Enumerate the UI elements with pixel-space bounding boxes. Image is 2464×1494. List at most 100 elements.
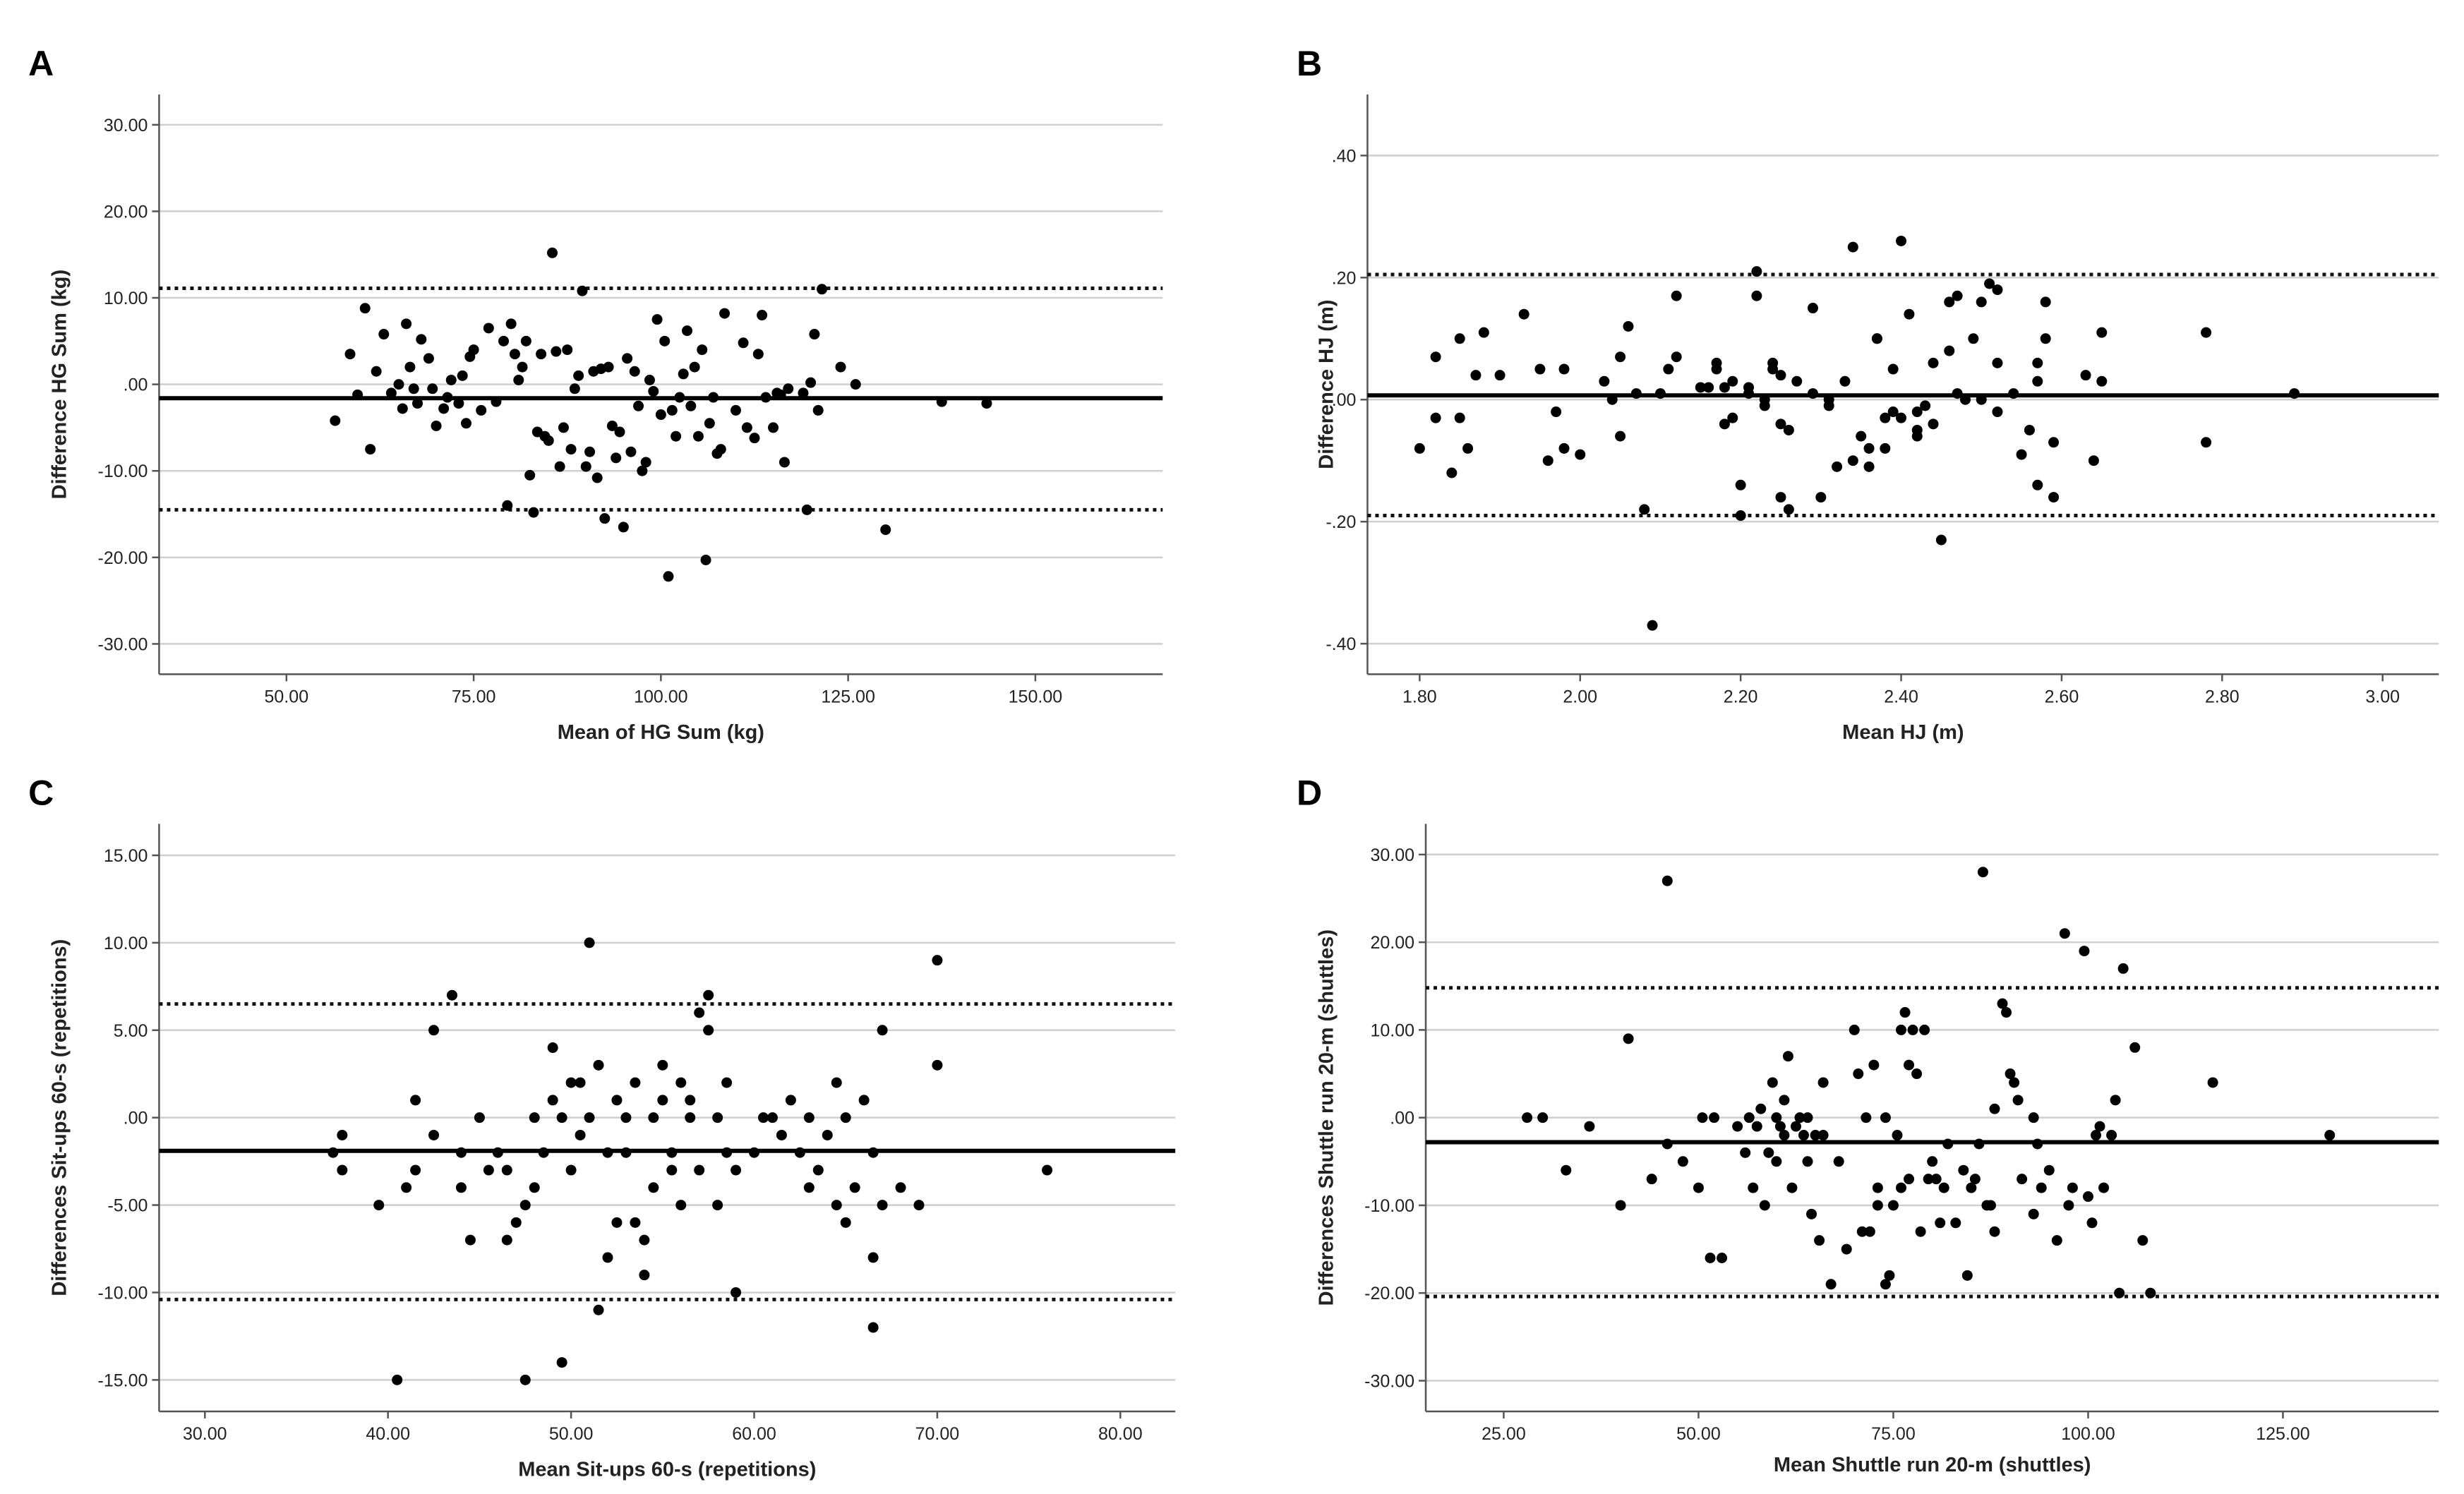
data-point <box>483 323 494 333</box>
data-point <box>1678 1156 1688 1167</box>
data-point <box>558 422 569 433</box>
data-point <box>767 1112 778 1123</box>
y-tick-label: .20 <box>1332 268 1357 288</box>
data-point <box>1973 1138 1984 1149</box>
data-point <box>529 1112 540 1123</box>
y-tick-label: -5.00 <box>107 1196 148 1216</box>
data-point <box>1884 1270 1894 1281</box>
data-point <box>431 421 442 431</box>
data-point <box>1615 351 1625 362</box>
data-point <box>566 444 577 454</box>
data-point <box>701 555 711 565</box>
data-point <box>1873 1183 1883 1193</box>
data-point <box>2079 946 2089 956</box>
data-point <box>611 452 621 463</box>
data-point <box>657 1060 668 1071</box>
data-point <box>611 1217 622 1228</box>
data-point <box>401 1182 411 1193</box>
y-tick-label: 10.00 <box>104 934 148 953</box>
y-axis-label: Differences Shuttle run 20-m (shuttles) <box>1315 929 1338 1306</box>
data-point <box>611 1095 622 1105</box>
y-tick-label: .00 <box>124 1109 148 1128</box>
data-point <box>1775 492 1786 502</box>
data-point <box>2048 492 2059 502</box>
data-point <box>1920 400 1930 411</box>
data-point <box>1808 303 1818 313</box>
data-point <box>630 366 640 377</box>
x-tick-label: 50.00 <box>549 1424 594 1444</box>
data-point <box>868 1147 879 1158</box>
data-point <box>1414 443 1425 454</box>
data-point <box>456 1182 467 1193</box>
panel-letter: A <box>28 44 54 83</box>
y-tick-label: 10.00 <box>104 289 148 308</box>
data-point <box>1537 1112 1548 1123</box>
data-point <box>663 571 673 582</box>
data-point <box>539 1147 549 1158</box>
data-point <box>584 1112 595 1123</box>
data-point <box>428 1025 439 1035</box>
x-tick-label: 80.00 <box>1098 1424 1143 1444</box>
data-point <box>2289 388 2300 399</box>
data-point <box>1798 1130 1809 1140</box>
data-point <box>1752 1121 1762 1132</box>
data-point <box>831 1078 842 1088</box>
data-point <box>1655 388 1666 399</box>
y-tick-label: -30.00 <box>1364 1371 1414 1391</box>
x-tick-label: 75.00 <box>452 687 496 706</box>
data-point <box>1976 394 1987 405</box>
data-point <box>1736 480 1746 490</box>
data-point <box>675 1200 686 1210</box>
data-point <box>483 1165 494 1176</box>
data-point <box>656 409 666 420</box>
data-point <box>575 1078 586 1088</box>
data-point <box>1663 364 1673 375</box>
data-point <box>548 1042 558 1053</box>
data-point <box>896 1182 906 1193</box>
data-point <box>666 1165 677 1176</box>
data-point <box>1992 358 2002 368</box>
data-point <box>1824 400 1834 411</box>
data-point <box>731 1287 741 1298</box>
x-tick-label: 60.00 <box>732 1424 776 1444</box>
data-point <box>1771 1156 1781 1167</box>
data-point <box>1784 425 1794 435</box>
data-point <box>1928 418 1939 429</box>
data-point <box>453 398 464 409</box>
data-point <box>1647 1174 1657 1184</box>
data-point <box>1976 296 1987 307</box>
data-point <box>703 990 714 1001</box>
data-point <box>738 337 749 348</box>
data-point <box>685 1095 695 1105</box>
data-point <box>1814 1235 1825 1246</box>
data-point <box>712 1200 723 1210</box>
data-point <box>731 405 741 416</box>
data-point <box>648 1112 659 1123</box>
data-point <box>577 286 587 296</box>
data-point <box>1826 1279 1837 1289</box>
data-point <box>502 500 512 511</box>
data-point <box>2106 1130 2117 1140</box>
data-point <box>1575 450 1585 460</box>
data-point <box>1623 1033 1634 1044</box>
data-point <box>330 416 340 426</box>
data-point <box>551 347 561 357</box>
data-point <box>1888 364 1899 375</box>
data-point <box>1904 309 1914 320</box>
data-point <box>851 379 861 390</box>
data-point <box>528 507 539 518</box>
x-tick-label: 50.00 <box>265 687 309 706</box>
y-axis-label: Difference HG Sum (kg) <box>49 270 71 500</box>
x-tick-label: 3.00 <box>2365 687 2400 706</box>
x-tick-label: 100.00 <box>634 687 687 706</box>
data-point <box>502 1165 512 1176</box>
data-point <box>2201 437 2211 447</box>
data-point <box>1880 1112 1891 1123</box>
data-point <box>2032 358 2043 368</box>
data-point <box>1584 1121 1594 1132</box>
data-point <box>1916 1227 1926 1237</box>
x-tick-label: 40.00 <box>366 1424 410 1444</box>
data-point <box>393 379 404 390</box>
data-point <box>337 1130 347 1140</box>
